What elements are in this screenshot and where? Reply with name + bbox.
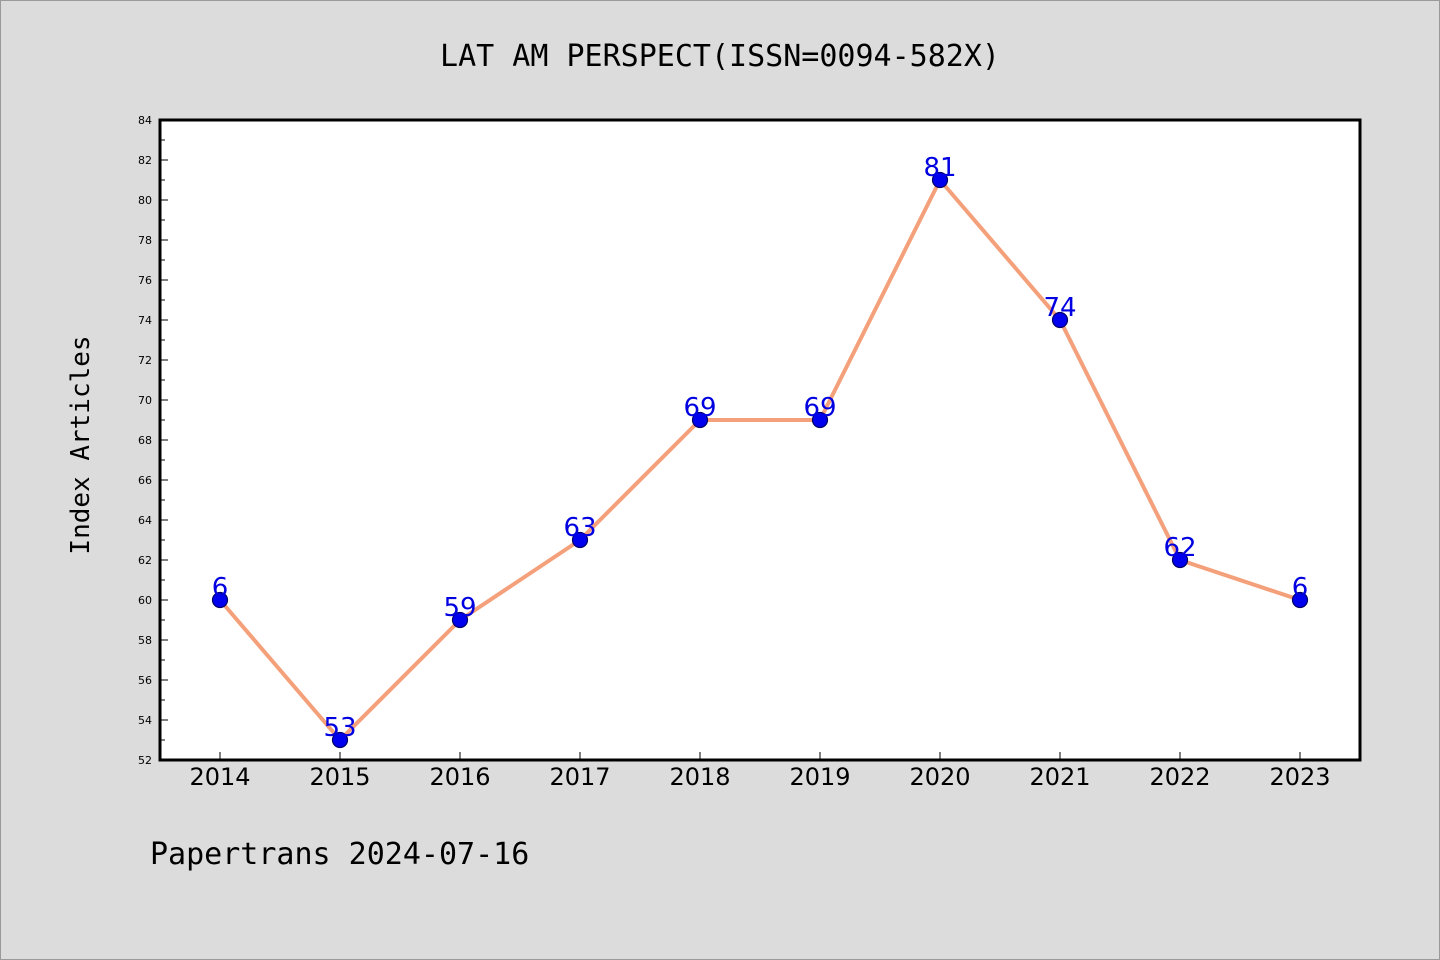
y-tick-label: 52 (138, 754, 152, 767)
y-tick-label: 56 (138, 674, 152, 687)
y-tick-label: 62 (138, 554, 152, 567)
x-axis: 2014 2015 2016 2017 2018 2019 2020 2021 2022 2023 (189, 752, 1331, 791)
data-point (811, 411, 829, 429)
x-tick-label: 2021 (1029, 763, 1090, 791)
x-tick-label: 2018 (669, 763, 730, 791)
data-point (931, 171, 949, 189)
series-line (218, 178, 1301, 742)
data-label: 69 (683, 393, 716, 423)
y-tick-label: 80 (138, 194, 152, 207)
y-tick-label: 58 (138, 634, 152, 647)
y-tick-label: 72 (138, 354, 152, 367)
x-tick-label: 2014 (189, 763, 250, 791)
y-axis: 52 54 56 58 60 62 64 66 68 70 72 74 76 78 80 82 84 (138, 114, 168, 767)
data-point (1171, 551, 1189, 569)
x-tick-label: 2023 (1269, 763, 1330, 791)
data-point (451, 611, 469, 629)
data-label: 59 (443, 593, 476, 623)
data-point (691, 411, 709, 429)
y-axis-label: Index Articles (66, 335, 96, 554)
data-label-group: 6 53 59 63 69 69 81 74 62 6 (212, 153, 1309, 743)
y-tick-label: 82 (138, 154, 152, 167)
data-label: 81 (923, 153, 956, 183)
x-tick-label: 2020 (909, 763, 970, 791)
data-point (1291, 591, 1309, 609)
x-tick-label: 2017 (549, 763, 610, 791)
data-label: 6 (212, 573, 229, 603)
data-point (211, 591, 229, 609)
series-line-group (218, 178, 1301, 742)
y-tick-label: 64 (138, 514, 152, 527)
data-label: 6 (1292, 573, 1309, 603)
data-point (1051, 311, 1069, 329)
data-label: 69 (803, 393, 836, 423)
y-tick-label: 66 (138, 474, 152, 487)
data-point (571, 531, 589, 549)
plot-area (158, 118, 1362, 762)
data-label: 74 (1043, 293, 1076, 323)
chart-title: LAT AM PERSPECT(ISSN=0094-582X) (440, 39, 1000, 74)
y-tick-label: 74 (138, 314, 152, 327)
y-tick-label: 76 (138, 274, 152, 287)
y-tick-label: 60 (138, 594, 152, 607)
y-tick-label: 84 (138, 114, 152, 127)
y-tick-label: 70 (138, 394, 152, 407)
marker-group (211, 171, 1309, 749)
data-label: 62 (1163, 533, 1196, 563)
x-tick-label: 2016 (429, 763, 490, 791)
x-tick-label: 2015 (309, 763, 370, 791)
x-tick-label: 2019 (789, 763, 850, 791)
y-tick-label: 68 (138, 434, 152, 447)
x-tick-label: 2022 (1149, 763, 1210, 791)
footer-text: Papertrans 2024-07-16 (150, 837, 529, 872)
data-label: 53 (323, 713, 356, 743)
data-label: 63 (563, 513, 596, 543)
y-tick-label: 78 (138, 234, 152, 247)
y-tick-label: 54 (138, 714, 152, 727)
data-point (331, 731, 349, 749)
